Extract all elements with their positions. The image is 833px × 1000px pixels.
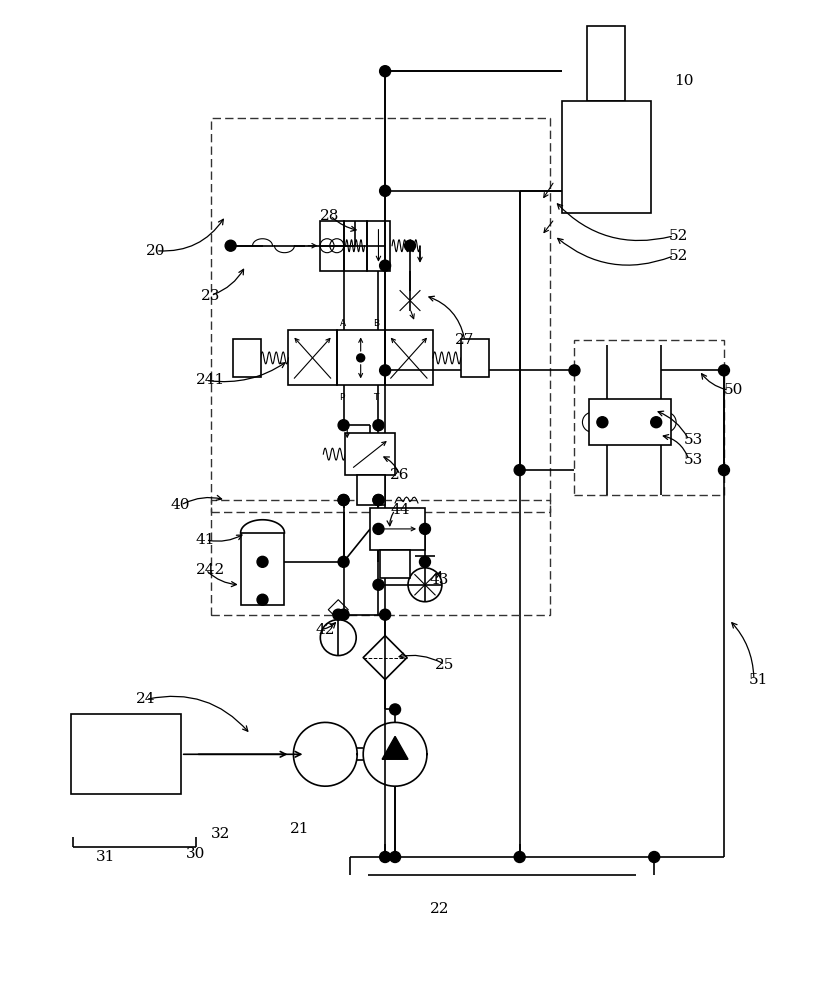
Bar [343, 221, 367, 271]
Circle shape [257, 556, 268, 567]
Polygon shape [245, 557, 281, 573]
Circle shape [357, 354, 365, 362]
Circle shape [405, 240, 416, 251]
Bar [337, 330, 385, 385]
Circle shape [373, 495, 384, 505]
Circle shape [338, 420, 349, 431]
Text: 43: 43 [430, 573, 449, 587]
Text: 51: 51 [749, 672, 768, 686]
Text: 28: 28 [321, 209, 340, 223]
Bar [288, 330, 337, 385]
Text: 53: 53 [684, 453, 703, 467]
Polygon shape [602, 410, 618, 434]
Circle shape [420, 556, 431, 567]
Bar [575, 340, 724, 495]
Circle shape [338, 556, 349, 567]
Bar [211, 118, 550, 512]
Circle shape [332, 609, 344, 620]
Circle shape [338, 495, 349, 505]
Bar [587, 26, 626, 101]
Circle shape [380, 66, 391, 77]
Text: B: B [373, 319, 380, 328]
Circle shape [373, 495, 384, 505]
Bar [385, 330, 433, 385]
Text: 26: 26 [390, 468, 410, 482]
Text: 27: 27 [455, 333, 474, 347]
Circle shape [420, 523, 431, 534]
Text: 50: 50 [724, 383, 743, 397]
Polygon shape [382, 736, 408, 759]
Bar [370, 508, 425, 550]
Bar [367, 221, 390, 271]
Polygon shape [380, 742, 410, 756]
Bar [71, 714, 181, 794]
Circle shape [373, 420, 384, 431]
Text: 41: 41 [196, 533, 215, 547]
Bar [321, 221, 343, 271]
Circle shape [380, 365, 391, 376]
Text: 10: 10 [674, 74, 694, 88]
Text: 241: 241 [196, 373, 225, 387]
Circle shape [373, 579, 384, 590]
Text: 32: 32 [211, 827, 230, 841]
Circle shape [257, 594, 268, 605]
Bar [590, 399, 671, 445]
Text: T: T [373, 393, 379, 402]
Text: 42: 42 [316, 623, 335, 637]
Text: 52: 52 [669, 229, 689, 243]
Bar [345, 433, 395, 475]
Circle shape [380, 260, 391, 271]
Text: 23: 23 [201, 289, 220, 303]
Text: 242: 242 [196, 563, 225, 577]
Text: P: P [340, 393, 345, 402]
Circle shape [390, 704, 401, 715]
Bar [211, 500, 550, 615]
Circle shape [338, 609, 349, 620]
Circle shape [390, 852, 401, 862]
Bar [241, 533, 284, 605]
Circle shape [380, 185, 391, 196]
Text: 20: 20 [146, 244, 166, 258]
Circle shape [380, 609, 391, 620]
Text: 40: 40 [171, 498, 190, 512]
Text: 30: 30 [186, 847, 205, 861]
Text: 31: 31 [96, 850, 116, 864]
Circle shape [649, 852, 660, 862]
Bar [461, 339, 489, 377]
Circle shape [380, 852, 391, 862]
Bar [232, 339, 261, 377]
Bar [357, 475, 385, 505]
Circle shape [719, 465, 730, 476]
Circle shape [651, 417, 661, 428]
Circle shape [225, 240, 236, 251]
Text: 24: 24 [136, 692, 156, 706]
Bar [380, 550, 410, 578]
Text: 21: 21 [291, 822, 310, 836]
Circle shape [514, 465, 525, 476]
Text: 22: 22 [430, 902, 450, 916]
Text: 25: 25 [435, 658, 454, 672]
Text: 52: 52 [669, 249, 689, 263]
Circle shape [719, 365, 730, 376]
Bar [561, 101, 651, 213]
Circle shape [338, 495, 349, 505]
Circle shape [597, 417, 608, 428]
Circle shape [514, 852, 525, 862]
Circle shape [373, 523, 384, 534]
Text: 44: 44 [390, 503, 410, 517]
Text: 53: 53 [684, 433, 703, 447]
Polygon shape [641, 410, 656, 434]
Text: A: A [340, 319, 346, 328]
Circle shape [569, 365, 580, 376]
